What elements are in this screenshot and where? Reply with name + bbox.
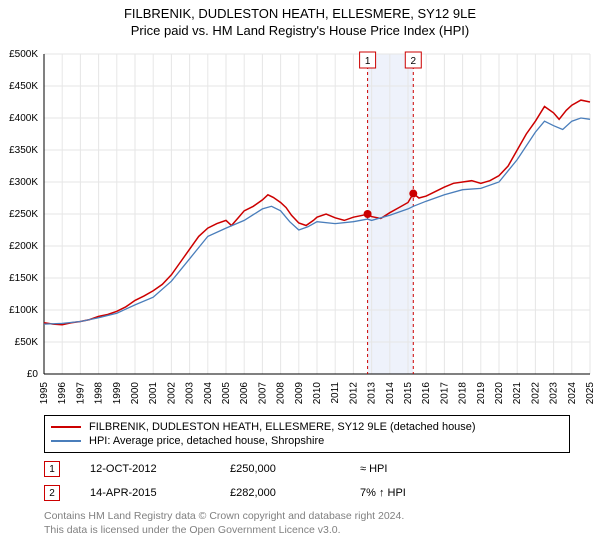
sales-table: 1 12-OCT-2012 £250,000 ≈ HPI 2 14-APR-2015 £28…	[44, 457, 570, 505]
x-tick-label: 2012	[348, 382, 359, 404]
sale-dot	[364, 210, 372, 218]
y-tick-label: £200K	[9, 241, 38, 252]
x-tick-label: 2004	[203, 382, 214, 404]
x-tick-label: 2013	[367, 382, 378, 404]
chart-container: FILBRENIK, DUDLESTON HEATH, ELLESMERE, S…	[0, 0, 600, 537]
sale-marker-badge: 1	[44, 461, 60, 477]
plot-area: £0 £50K £100K £150K £200K £250K £300K £350K £400…	[0, 44, 600, 409]
x-tick-label: 1995	[39, 382, 50, 404]
y-tick-label: £350K	[9, 145, 38, 156]
x-tick-label: 2005	[221, 382, 232, 404]
x-tick-label: 2000	[130, 382, 141, 404]
sale-row: 1 12-OCT-2012 £250,000 ≈ HPI	[44, 457, 570, 481]
chart-svg: £0 £50K £100K £150K £200K £250K £300K £350K £400…	[0, 44, 600, 404]
sale-row: 2 14-APR-2015 £282,000 7% ↑ HPI	[44, 481, 570, 505]
attribution-footer: Contains HM Land Registry data © Crown c…	[44, 509, 570, 537]
y-tick-label: £0	[27, 369, 39, 380]
x-tick-label: 2008	[276, 382, 287, 404]
x-tick-label: 2009	[294, 382, 305, 404]
y-tick-label: £100K	[9, 305, 38, 316]
legend-swatch	[51, 426, 81, 428]
sale-marker-number: 2	[410, 56, 416, 67]
x-tick-label: 1996	[57, 382, 68, 404]
sale-dot	[409, 190, 417, 198]
y-tick-label: £300K	[9, 177, 38, 188]
y-tick-label: £50K	[15, 337, 39, 348]
x-tick-label: 1998	[94, 382, 105, 404]
x-tick-label: 2022	[530, 382, 541, 404]
x-tick-label: 2018	[458, 382, 469, 404]
chart-subtitle: Price paid vs. HM Land Registry's House …	[0, 23, 600, 38]
x-tick-label: 2006	[239, 382, 250, 404]
sale-price: £250,000	[230, 463, 330, 475]
x-tick-label: 2011	[330, 382, 341, 404]
chart-title: FILBRENIK, DUDLESTON HEATH, ELLESMERE, S…	[0, 6, 600, 21]
sale-price: £282,000	[230, 487, 330, 499]
x-tick-label: 2014	[385, 382, 396, 404]
x-tick-label: 2016	[421, 382, 432, 404]
footer-line: This data is licensed under the Open Gov…	[44, 523, 570, 537]
y-tick-label: £450K	[9, 81, 38, 92]
x-tick-label: 2017	[439, 382, 450, 404]
y-tick-label: £250K	[9, 209, 38, 220]
x-tick-label: 2025	[585, 382, 596, 404]
x-tick-label: 2001	[148, 382, 159, 404]
footer-line: Contains HM Land Registry data © Crown c…	[44, 509, 570, 523]
x-tick-label: 2003	[185, 382, 196, 404]
title-block: FILBRENIK, DUDLESTON HEATH, ELLESMERE, S…	[0, 0, 600, 38]
x-tick-label: 2020	[494, 382, 505, 404]
legend-swatch	[51, 440, 81, 442]
legend-label: HPI: Average price, detached house, Shro…	[89, 435, 324, 447]
sale-pct-vs-hpi: 7% ↑ HPI	[360, 487, 440, 499]
x-tick-label: 2021	[512, 382, 523, 404]
sale-date: 14-APR-2015	[90, 487, 200, 499]
sale-marker-number: 1	[365, 56, 371, 67]
sale-marker-badge: 2	[44, 485, 60, 501]
legend-row: HPI: Average price, detached house, Shro…	[51, 434, 563, 448]
x-tick-label: 1999	[112, 382, 123, 404]
x-tick-label: 2024	[567, 382, 578, 404]
x-tick-label: 2010	[312, 382, 323, 404]
x-tick-label: 2015	[403, 382, 414, 404]
sale-date: 12-OCT-2012	[90, 463, 200, 475]
x-tick-label: 1997	[75, 382, 86, 404]
x-tick-label: 2019	[476, 382, 487, 404]
x-tick-label: 2002	[166, 382, 177, 404]
x-tick-label: 2007	[257, 382, 268, 404]
x-tick-label: 2023	[549, 382, 560, 404]
legend-label: FILBRENIK, DUDLESTON HEATH, ELLESMERE, S…	[89, 421, 476, 433]
y-tick-label: £500K	[9, 49, 38, 60]
sale-pct-vs-hpi: ≈ HPI	[360, 463, 440, 475]
y-tick-label: £150K	[9, 273, 38, 284]
legend-row: FILBRENIK, DUDLESTON HEATH, ELLESMERE, S…	[51, 420, 563, 434]
legend: FILBRENIK, DUDLESTON HEATH, ELLESMERE, S…	[44, 415, 570, 453]
y-tick-label: £400K	[9, 113, 38, 124]
